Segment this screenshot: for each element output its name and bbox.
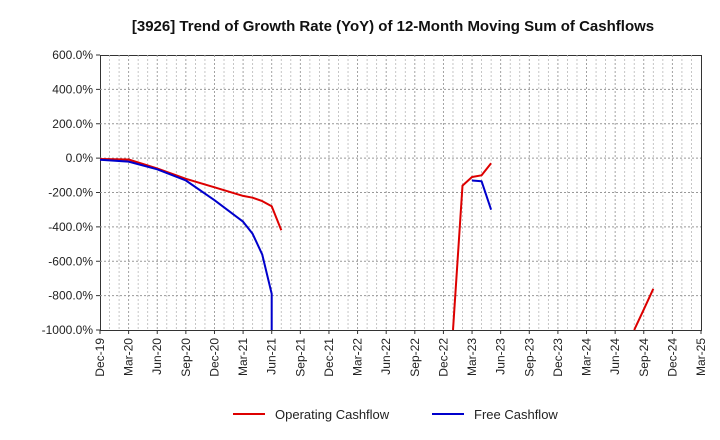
- x-tick-label: Mar-25: [694, 338, 708, 376]
- x-tick-label: Jun-21: [265, 338, 279, 375]
- y-tick-label: -400.0%: [48, 220, 93, 234]
- x-tick-label: Mar-20: [122, 338, 136, 376]
- x-tick-label: Sep-23: [522, 338, 536, 377]
- y-tick-label: -1000.0%: [42, 323, 94, 337]
- x-tick-label: Mar-23: [465, 338, 479, 376]
- y-axis: 600.0% 400.0% 200.0% 0.0% -200.0% -400.0% -600…: [42, 48, 100, 337]
- x-tick-label: Dec-23: [551, 338, 565, 377]
- series-line: [471, 179, 493, 211]
- plot-area: [100, 55, 702, 331]
- series-line: [99, 158, 273, 330]
- x-tick-label: Dec-24: [665, 338, 679, 377]
- x-tick-label: Dec-21: [322, 338, 336, 377]
- y-tick-label: -200.0%: [48, 186, 93, 200]
- x-tick-label: Dec-19: [93, 338, 107, 377]
- y-tick-label: 400.0%: [52, 82, 93, 96]
- x-tick-label: Mar-21: [236, 338, 250, 376]
- x-tick-label: Sep-20: [179, 338, 193, 377]
- x-tick-label: Jun-24: [608, 338, 622, 375]
- y-tick-label: -600.0%: [48, 254, 93, 268]
- y-tick-label: 600.0%: [52, 48, 93, 62]
- series-line: [633, 288, 655, 331]
- x-tick-label: Sep-24: [637, 338, 651, 377]
- legend: Operating Cashflow Free Cashflow: [233, 407, 558, 422]
- legend-label: Operating Cashflow: [275, 407, 390, 422]
- x-axis: Dec-19 Mar-20 Jun-20 Sep-20 Dec-20 Mar-21 Jun-…: [93, 330, 708, 377]
- x-tick-label: Mar-22: [351, 338, 365, 376]
- series-line: [99, 158, 283, 231]
- x-tick-label: Jun-20: [150, 338, 164, 375]
- y-tick-label: -800.0%: [48, 289, 93, 303]
- x-tick-label: Jun-22: [379, 338, 393, 375]
- x-tick-label: Dec-22: [436, 338, 450, 377]
- y-tick-label: 200.0%: [52, 117, 93, 131]
- x-tick-label: Mar-24: [580, 338, 594, 376]
- x-tick-label: Sep-22: [408, 338, 422, 377]
- grid-lines: [100, 55, 701, 330]
- series-line: [452, 162, 492, 331]
- chart-title: [3926] Trend of Growth Rate (YoY) of 12-…: [132, 18, 654, 35]
- x-tick-label: Jun-23: [494, 338, 508, 375]
- legend-label: Free Cashflow: [474, 407, 558, 422]
- x-tick-label: Sep-21: [293, 338, 307, 377]
- x-tick-label: Dec-20: [207, 338, 221, 377]
- series-lines: [99, 158, 655, 331]
- y-tick-label: 0.0%: [66, 151, 94, 165]
